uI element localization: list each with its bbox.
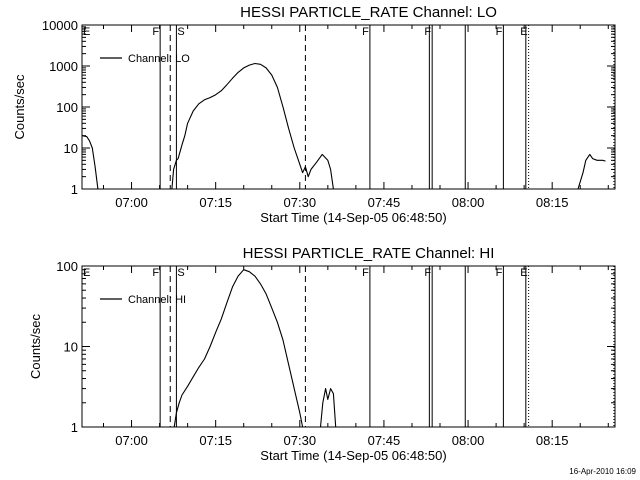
y-tick-label: 100 — [56, 259, 78, 274]
y-tick-label: 1 — [71, 420, 78, 435]
y-tick-label: 10000 — [42, 18, 78, 33]
series-line — [577, 153, 606, 190]
event-marker-letter: F — [496, 267, 503, 279]
x-axis-label: Start Time (14-Sep-05 06:48:50) — [260, 448, 446, 463]
x-axis-label: Start Time (14-Sep-05 06:48:50) — [260, 210, 446, 225]
y-tick-label: 10 — [64, 141, 78, 156]
event-marker-letter: S — [177, 267, 184, 279]
event-marker-letter: E — [83, 267, 90, 279]
y-tick-label: 1 — [71, 182, 78, 197]
x-tick-label: 07:45 — [368, 195, 401, 210]
x-tick-label: 08:15 — [536, 195, 569, 210]
legend-label: Channel: LO — [128, 53, 190, 65]
x-tick-label: 08:00 — [452, 195, 485, 210]
series-line — [171, 62, 334, 190]
chart-title: HESSI PARTICLE_RATE Channel: HI — [243, 245, 495, 262]
plot-frame — [81, 24, 616, 190]
panel-lo: HESSI PARTICLE_RATE Channel: LO 07:00 07:1… — [12, 4, 616, 225]
series-line — [319, 388, 337, 428]
y-tick-label: 10 — [64, 340, 78, 355]
event-marker-letter: E — [520, 267, 527, 279]
footer-timestamp: 16-Apr-2010 16:09 — [569, 467, 636, 476]
event-marker-letter: S — [177, 26, 184, 38]
event-marker-letter: F — [152, 267, 159, 279]
y-tick-label: 100 — [56, 100, 78, 115]
event-marker-letter: F — [424, 26, 431, 38]
x-tick-label: 07:30 — [284, 433, 317, 448]
event-marker-letter: F — [362, 267, 369, 279]
x-tick-label: 07:30 — [284, 195, 317, 210]
event-marker-letter: E — [520, 26, 527, 38]
event-marker-letter: F — [424, 267, 431, 279]
y-axis-label: Counts/sec — [12, 74, 27, 140]
event-marker-letter: F — [152, 26, 159, 38]
legend-label: Channel: HI — [128, 294, 186, 306]
x-tick-label: 07:00 — [115, 195, 148, 210]
y-tick-label: 1000 — [49, 59, 78, 74]
plot-frame — [81, 265, 616, 428]
chart-title: HESSI PARTICLE_RATE Channel: LO — [240, 4, 497, 21]
event-marker-letter: E — [83, 26, 90, 38]
event-marker-letter: F — [496, 26, 503, 38]
x-tick-label: 07:00 — [115, 433, 148, 448]
x-tick-label: 08:00 — [452, 433, 485, 448]
series-line — [82, 135, 99, 190]
y-axis-label: Counts/sec — [28, 313, 43, 379]
panel-hi: HESSI PARTICLE_RATE Channel: HI 07:00 07:1… — [28, 245, 616, 463]
x-tick-label: 07:15 — [199, 433, 232, 448]
x-tick-label: 08:15 — [536, 433, 569, 448]
series-line — [173, 269, 304, 428]
x-tick-label: 07:15 — [199, 195, 232, 210]
x-tick-label: 07:45 — [368, 433, 401, 448]
event-marker-letter: F — [362, 26, 369, 38]
